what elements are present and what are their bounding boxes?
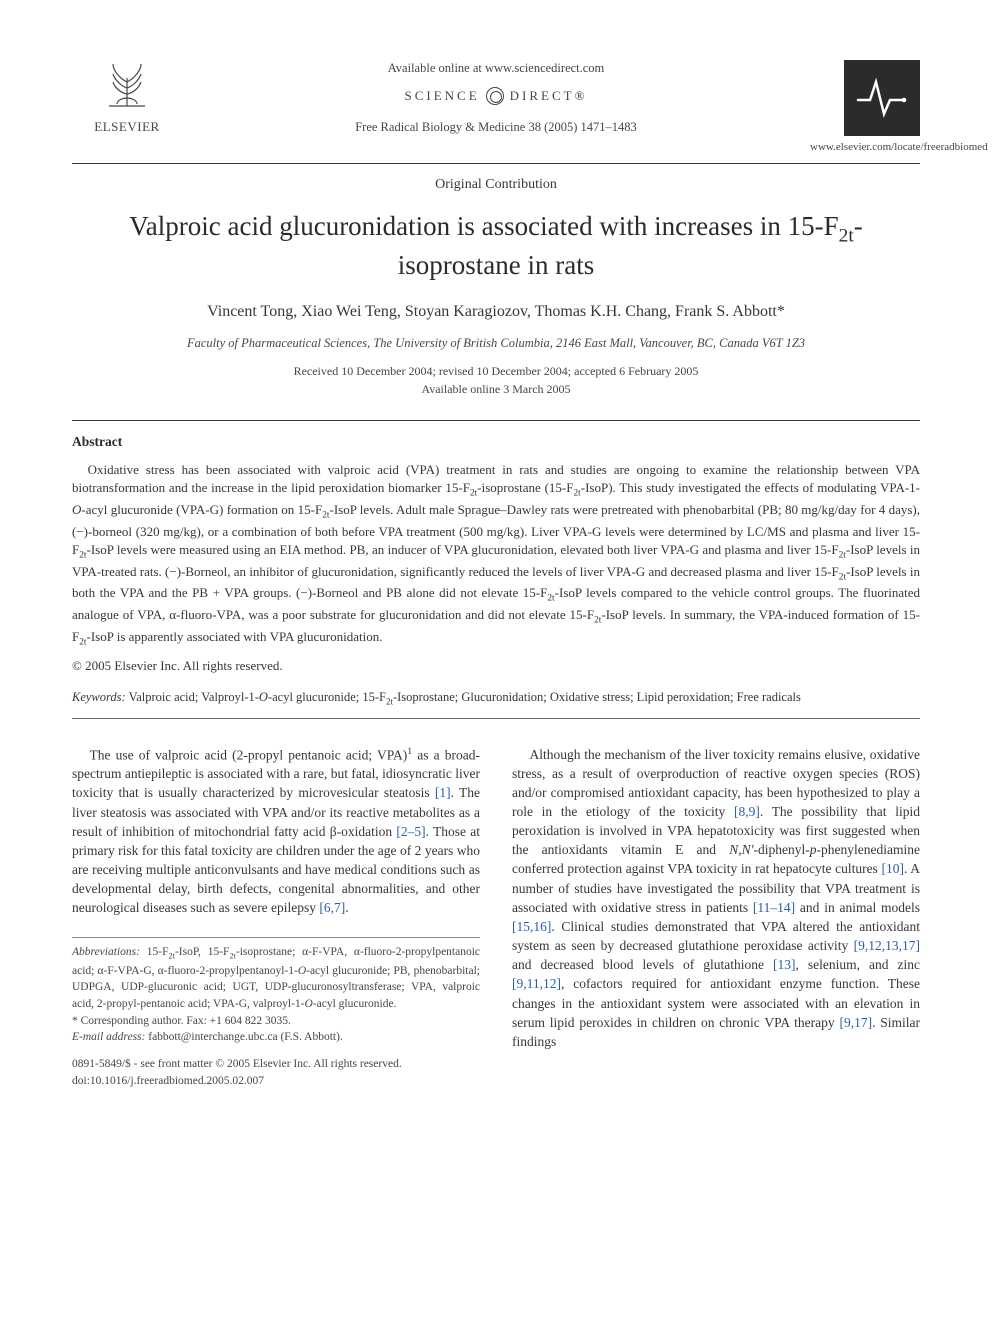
abbreviations-line: Abbreviations: 15-F2t-IsoP, 15-F2t-isopr… bbox=[72, 944, 480, 1012]
column-left: The use of valproic acid (2-propyl penta… bbox=[72, 745, 480, 1090]
abstract-body: Oxidative stress has been associated wit… bbox=[72, 461, 920, 649]
post-keywords-rule bbox=[72, 718, 920, 719]
available-online-text: Available online at www.sciencedirect.co… bbox=[182, 60, 810, 77]
keywords-label: Keywords: bbox=[72, 690, 126, 704]
affiliation: Faculty of Pharmaceutical Sciences, The … bbox=[72, 335, 920, 352]
header-rule bbox=[72, 163, 920, 164]
keywords-line: Keywords: Valproic acid; Valproyl-1-O-ac… bbox=[72, 689, 920, 708]
para-intro: The use of valproic acid (2-propyl penta… bbox=[72, 745, 480, 918]
dates-online: Available online 3 March 2005 bbox=[72, 380, 920, 398]
para-mechanism: Although the mechanism of the liver toxi… bbox=[512, 745, 920, 1052]
doi-line: doi:10.1016/j.freeradbiomed.2005.02.007 bbox=[72, 1073, 480, 1090]
journal-brand: www.elsevier.com/locate/freeradbiomed bbox=[810, 60, 920, 155]
abstract-heading: Abstract bbox=[72, 433, 920, 451]
abbrev-label: Abbreviations: bbox=[72, 946, 140, 958]
sd-left: SCIENCE bbox=[405, 87, 480, 105]
elsevier-tree-icon bbox=[72, 60, 182, 116]
email-value: fabbott@interchange.ubc.ca (F.S. Abbott)… bbox=[148, 1031, 343, 1043]
article-dates: Received 10 December 2004; revised 10 De… bbox=[72, 362, 920, 398]
authors-line: Vincent Tong, Xiao Wei Teng, Stoyan Kara… bbox=[72, 301, 920, 323]
abstract-copyright: © 2005 Elsevier Inc. All rights reserved… bbox=[72, 657, 920, 675]
bottom-meta: 0891-5849/$ - see front matter © 2005 El… bbox=[72, 1056, 480, 1089]
column-right: Although the mechanism of the liver toxi… bbox=[512, 745, 920, 1090]
issn-line: 0891-5849/$ - see front matter © 2005 El… bbox=[72, 1056, 480, 1073]
dates-received: Received 10 December 2004; revised 10 De… bbox=[72, 362, 920, 380]
abstract-text: Oxidative stress has been associated wit… bbox=[72, 461, 920, 649]
keywords-text: Valproic acid; Valproyl-1-O-acyl glucuro… bbox=[129, 690, 801, 704]
sd-right: DIRECT® bbox=[510, 87, 588, 105]
header-center: Available online at www.sciencedirect.co… bbox=[182, 60, 810, 136]
pre-abstract-rule bbox=[72, 420, 920, 421]
body-columns: The use of valproic acid (2-propyl penta… bbox=[72, 745, 920, 1090]
publisher-name: ELSEVIER bbox=[72, 118, 182, 136]
footnotes-block: Abbreviations: 15-F2t-IsoP, 15-F2t-isopr… bbox=[72, 937, 480, 1046]
paper-header: ELSEVIER Available online at www.science… bbox=[72, 60, 920, 155]
journal-url: www.elsevier.com/locate/freeradbiomed bbox=[810, 140, 920, 155]
email-label: E-mail address: bbox=[72, 1031, 145, 1043]
corresponding-author: * Corresponding author. Fax: +1 604 822 … bbox=[72, 1013, 480, 1030]
sciencedirect-logo: SCIENCE DIRECT® bbox=[405, 87, 588, 105]
article-type-label: Original Contribution bbox=[72, 176, 920, 195]
article-title: Valproic acid glucuronidation is associa… bbox=[102, 209, 890, 284]
journal-reference: Free Radical Biology & Medicine 38 (2005… bbox=[182, 119, 810, 136]
email-line: E-mail address: fabbott@interchange.ubc.… bbox=[72, 1029, 480, 1046]
publisher-brand: ELSEVIER bbox=[72, 60, 182, 136]
journal-logo-icon bbox=[844, 60, 920, 136]
sd-globe-icon bbox=[486, 87, 504, 105]
